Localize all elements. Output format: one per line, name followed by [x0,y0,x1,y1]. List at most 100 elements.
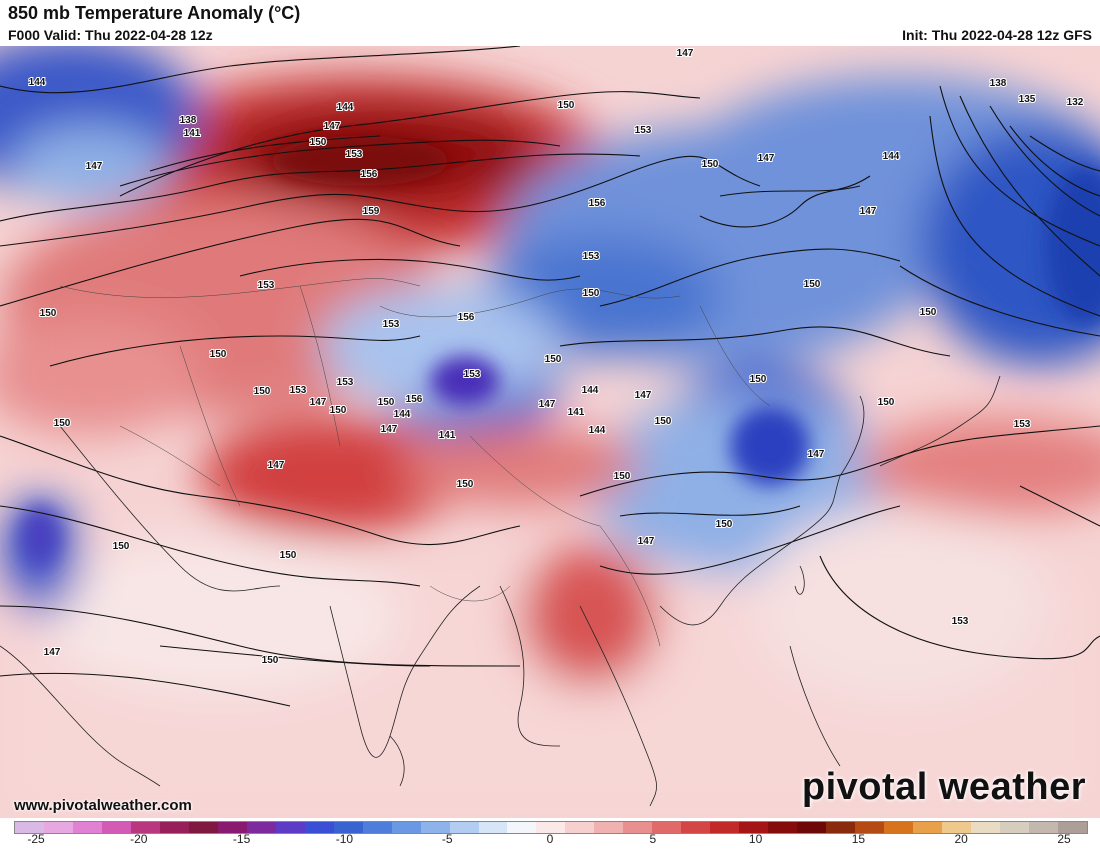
contour-label: 144 [337,102,354,113]
colorbar-segment [449,822,479,833]
colorbar-segment [362,822,392,833]
borders [59,278,771,647]
contour-label: 150 [280,550,297,561]
contour-label: 153 [383,319,400,330]
contour-label: 150 [210,349,227,360]
colorbar [14,821,1088,834]
contour-label: 153 [952,616,969,627]
colorbar-segment [478,822,508,833]
map-title: 850 mb Temperature Anomaly (°C) [8,3,301,23]
colorbar-segment [565,822,595,833]
contour-label: 147 [310,397,327,408]
contour-label: 156 [589,198,606,209]
colorbar-segment [159,822,189,833]
contour-label: 150 [254,386,271,397]
contour-label: 141 [184,128,201,139]
colorbar-tick-label: -20 [130,832,148,846]
colorbar-tick-label: 25 [1057,832,1071,846]
colorbar-segment [942,822,971,833]
contour-label: 156 [458,312,475,323]
contour-label: 150 [750,374,767,385]
contour-label: 153 [583,251,600,262]
colorbar-segment [217,822,247,833]
contour-label: 147 [860,206,877,217]
contour-label: 147 [86,161,103,172]
colorbar-segment [594,822,624,833]
colorbar-segment [275,822,305,833]
map-canvas: 1441381411471441471501531561591471501531… [0,46,1100,818]
contour-label: 147 [44,647,61,658]
valid-time: F000 Valid: Thu 2022-04-28 12z [8,27,213,43]
contour-label: 150 [40,308,57,319]
colorbar-segment [826,822,856,833]
colorbar-segment [420,822,450,833]
contour-label: 147 [539,399,556,410]
contour-label: 150 [113,541,130,552]
contour-label: 153 [290,385,307,396]
contour-label: 141 [439,430,456,441]
init-time: Init: Thu 2022-04-28 12z GFS [902,27,1092,43]
colorbar-segment [710,822,740,833]
colorbar-tick-label: 20 [954,832,968,846]
contour-label: 150 [583,288,600,299]
colorbar-segment [681,822,711,833]
contour-label: 147 [324,121,341,132]
contour-label: 147 [808,449,825,460]
contour-label: 147 [268,460,285,471]
contour-label: 150 [330,405,347,416]
contour-label: 141 [568,407,585,418]
colorbar-segment [72,822,102,833]
contour-label: 153 [464,369,481,380]
contour-label: 150 [920,307,937,318]
colorbar-segment [101,822,131,833]
colorbar-segment [15,822,44,833]
contour-label: 147 [635,390,652,401]
contour-label: 153 [337,377,354,388]
colorbar-segment [913,822,942,833]
colorbar-segment [623,822,653,833]
colorbar-segment [391,822,421,833]
colorbar-segment [188,822,218,833]
contour-label: 153 [258,280,275,291]
height-contours [0,46,1100,707]
contour-label: 147 [758,153,775,164]
contour-label: 150 [702,159,719,170]
contour-label: 150 [54,418,71,429]
colorbar-segment [1028,822,1058,833]
colorbar-segment [652,822,682,833]
anomaly-map[interactable]: 144 138 141 147 144 147 150 153 156 159 147 150 153 1… [0,46,1100,818]
contour-label: 144 [582,385,599,396]
coastlines [0,375,1001,807]
contour-labels: 1441381411471441471501531561591471501531… [28,47,1085,667]
contour-label: 150 [614,471,631,482]
contour-label: 144 [394,409,411,420]
colorbar-tick-label: -15 [232,832,251,846]
colorbar-segment [1057,822,1087,833]
colorbar-segment [333,822,363,833]
colorbar-segment [536,822,566,833]
colorbar-segment [768,822,798,833]
contour-label: 159 [363,206,380,217]
contour-label: 138 [180,115,197,126]
colorbar-segment [43,822,73,833]
contour-label: 153 [346,149,363,160]
contour-label: 150 [878,397,895,408]
contour-label: 135 [1019,94,1036,105]
contour-label: 150 [558,100,575,111]
contour-label: 153 [635,125,652,136]
contour-label: 144 [589,425,606,436]
header-bar: 850 mb Temperature Anomaly (°C) F000 Val… [0,0,1100,46]
colorbar-segment [855,822,885,833]
contour-label: 150 [804,279,821,290]
contour-label: 150 [545,354,562,365]
contour-label: 150 [716,519,733,530]
contour-label: 147 [677,48,694,59]
contour-label: 153 [1014,419,1031,430]
contour-label: 138 [990,78,1007,89]
contour-label: 150 [457,479,474,490]
contour-label: 147 [638,536,655,547]
colorbar-segment [739,822,769,833]
colorbar-tick-label: 5 [649,832,657,846]
colorbar-ticks: -25 -20 -15 -10 -5 0 5 10 15 20 25 [14,832,1086,848]
colorbar-tick-label: 0 [546,832,554,846]
